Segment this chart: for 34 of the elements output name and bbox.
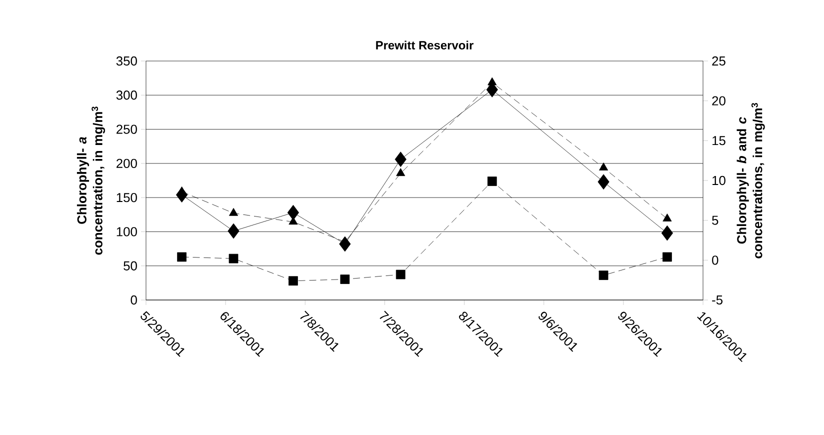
point [487,176,497,186]
point [394,152,406,167]
point [288,276,298,286]
y-tick-label: 150 [116,192,137,202]
y-tick-label: 0 [130,295,137,305]
point [599,162,608,170]
y-tick-label: 350 [116,56,137,66]
y2-tick-label: 25 [712,56,726,66]
y2-tick-label: 10 [712,176,726,186]
chart-title: Prewitt Reservoir [376,40,474,50]
point [228,223,240,239]
point [177,252,186,262]
point [662,252,672,262]
point [287,204,300,220]
y-tick-label: 50 [124,261,137,270]
point [340,274,350,284]
point [662,214,672,222]
point [228,254,238,264]
y2-tick-label: 0 [712,256,718,265]
y2-tick-label: 20 [712,96,726,106]
y2-tick-label: 5 [712,216,718,225]
point [598,270,608,280]
point [488,77,497,86]
point [661,225,674,241]
y-tick-label: 300 [116,90,137,100]
y2-tick-label: 15 [712,136,726,146]
y-tick-label: 100 [116,227,137,236]
point [229,208,238,216]
y2-tick-label: -5 [712,295,722,305]
y-tick-label: 250 [116,124,137,134]
y-tick-label: 200 [116,158,137,168]
point [396,168,406,176]
point [396,270,406,280]
point [598,174,610,190]
